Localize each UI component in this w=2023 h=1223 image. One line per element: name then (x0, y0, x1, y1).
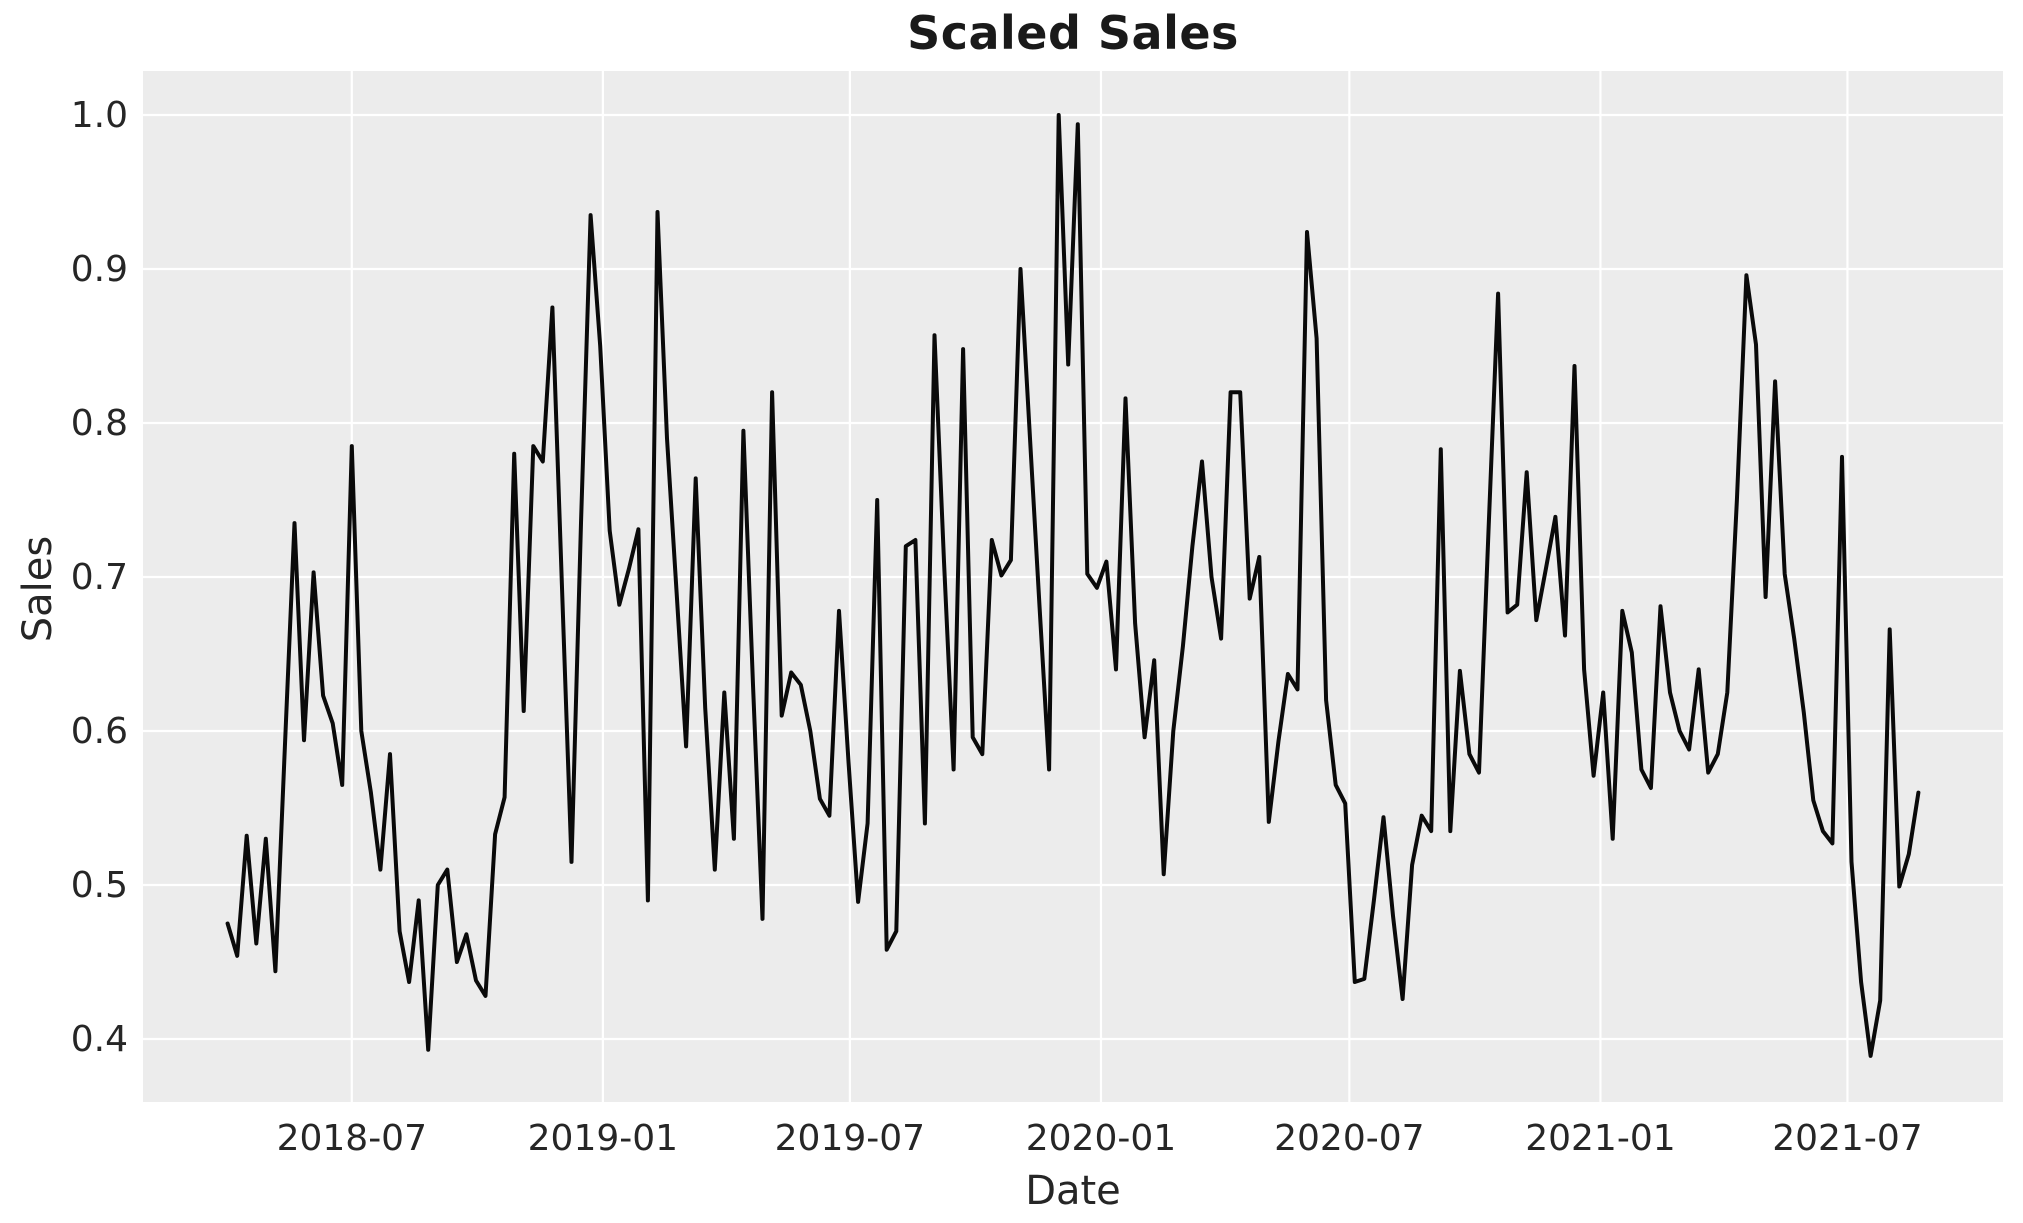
y-tick-label: 0.6 (71, 711, 128, 752)
y-axis-label: Sales (15, 535, 61, 643)
y-tick-label: 0.4 (71, 1019, 128, 1060)
x-tick-label: 2021-01 (1525, 1118, 1675, 1159)
x-tick-label: 2020-07 (1274, 1118, 1424, 1159)
y-tick-label: 0.8 (71, 403, 128, 444)
y-tick-label: 1.0 (71, 95, 128, 136)
x-tick-label: 2018-07 (277, 1118, 427, 1159)
x-tick-label: 2021-07 (1772, 1118, 1922, 1159)
chart-title: Scaled Sales (907, 6, 1239, 60)
x-tick-label: 2019-01 (528, 1118, 678, 1159)
y-tick-label: 0.9 (71, 249, 128, 290)
x-tick-label: 2019-07 (775, 1118, 925, 1159)
y-tick-label: 0.7 (71, 557, 128, 598)
x-axis-label: Date (1025, 1168, 1121, 1214)
sales-line-series (225, 113, 1921, 1058)
y-tick-label: 0.5 (71, 865, 128, 906)
x-tick-label: 2020-01 (1026, 1118, 1176, 1159)
